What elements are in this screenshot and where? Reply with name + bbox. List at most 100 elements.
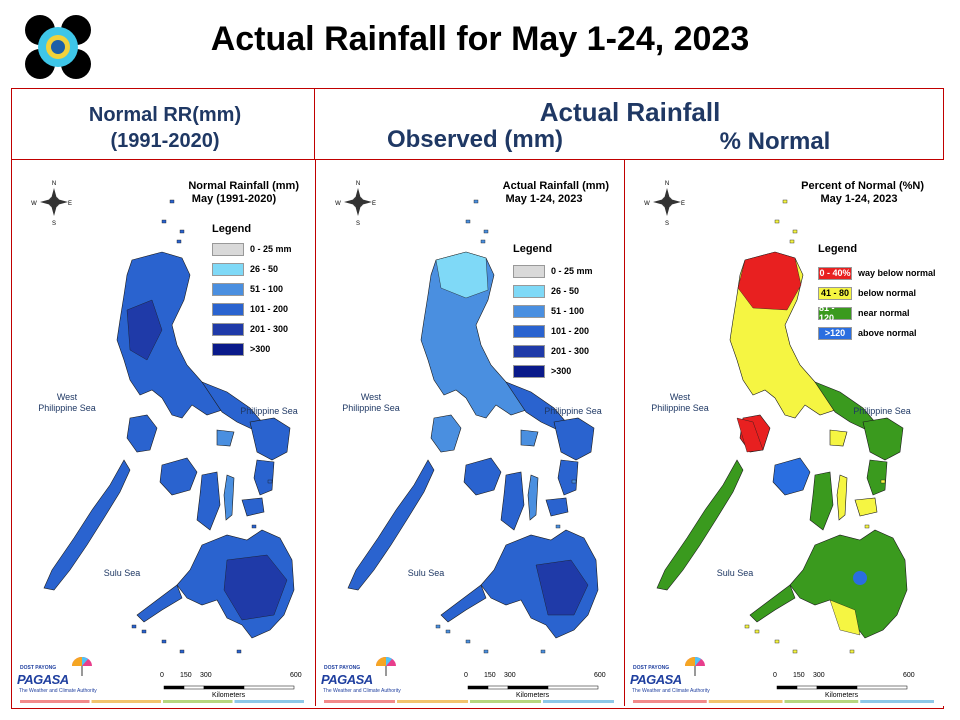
compass-label-s: S xyxy=(356,221,360,227)
compass-label-s: S xyxy=(665,221,669,227)
map-region-zamboanga xyxy=(749,584,796,623)
umbrella-icon xyxy=(72,657,92,676)
map-region-above-mindanao xyxy=(853,571,867,585)
compass-label-w: W xyxy=(644,201,650,207)
map-region-negros xyxy=(196,471,221,531)
map-islet xyxy=(251,524,257,529)
scale-tick: 0 xyxy=(773,672,777,679)
legend-label: 101 - 200 xyxy=(551,326,590,336)
sea-label-east: Philippine Sea xyxy=(544,406,602,416)
decor-strip xyxy=(324,700,395,703)
map-region-dry-north xyxy=(435,251,489,299)
decor-strip xyxy=(163,700,233,703)
legend-row: >300 xyxy=(513,364,571,378)
compass-label-e: E xyxy=(681,201,685,207)
philippines-map: N S E W xyxy=(324,181,614,703)
map-islet xyxy=(169,199,175,204)
decor-strip xyxy=(860,700,934,703)
map-islet xyxy=(435,624,441,629)
compass-label-w: W xyxy=(335,201,341,207)
sea-label-east: Philippine Sea xyxy=(240,406,298,416)
map-title: Percent of Normal (%N) May 1-24, 2023 xyxy=(764,180,924,206)
scale-bar xyxy=(163,685,295,690)
map-region-heavy-north xyxy=(126,299,163,361)
map-region-masbate xyxy=(520,429,539,447)
pagasa-tagline: The Weather and Climate Authority xyxy=(323,688,401,694)
map-region-below-south xyxy=(829,599,861,636)
map-islet xyxy=(789,239,795,244)
scale-tick: 600 xyxy=(903,672,915,679)
pagasa-logo: PAGASA xyxy=(630,672,682,687)
sea-label-west: West Philippine Sea xyxy=(38,392,96,413)
scale-unit: Kilometers xyxy=(212,692,246,699)
compass-label-n: N xyxy=(665,181,669,187)
legend-row: 81 - 120 near normal xyxy=(818,303,910,323)
map-region-cebu xyxy=(836,474,848,521)
map-region-mindoro xyxy=(430,414,462,453)
legend-row: >300 xyxy=(212,342,270,356)
map-region-leyte xyxy=(557,459,579,496)
scale-tick: 0 xyxy=(160,672,164,679)
decor-strip xyxy=(784,700,859,703)
legend-label: 101 - 200 xyxy=(250,304,289,314)
legend-label: 0 - 25 mm xyxy=(250,244,292,254)
map-region-samar xyxy=(249,417,291,461)
legend-label: 26 - 50 xyxy=(551,286,580,296)
map-region-masbate xyxy=(216,429,235,447)
scale-tick: 300 xyxy=(813,672,825,679)
map-region-panay xyxy=(772,457,811,496)
map-islet xyxy=(141,629,147,634)
legend-label: near normal xyxy=(858,308,910,318)
legend-swatch xyxy=(212,302,244,316)
legend-swatch xyxy=(513,344,545,358)
scale-tick: 150 xyxy=(484,672,496,679)
compass-label-s: S xyxy=(52,221,56,227)
sea-label-west: West Philippine Sea xyxy=(651,392,709,413)
compass-label-e: E xyxy=(372,201,376,207)
map-title-line1: Percent of Normal (%N) xyxy=(801,180,924,192)
decor-strip xyxy=(543,700,614,703)
compass-label-e: E xyxy=(68,201,72,207)
legend-swatch xyxy=(212,342,244,356)
pagasa-tagline: The Weather and Climate Authority xyxy=(19,688,97,694)
compass-rose-icon: N S E W xyxy=(644,181,685,227)
actual-rainfall-map-panel: N S E W 0 150 300 600 Kilometers Actual Rainfall … xyxy=(315,160,624,706)
map-title-line1: Normal Rainfall (mm) xyxy=(188,180,299,192)
compass-rose-icon: N S E W xyxy=(335,181,376,227)
sea-label-sulu: Sulu Sea xyxy=(103,568,141,578)
map-islet xyxy=(880,479,886,484)
normal-rainfall-map-panel: N S E W 0 150 300 600 Kilometers Normal Rainfall … xyxy=(12,160,314,706)
decor-strip xyxy=(470,700,541,703)
map-islet xyxy=(483,229,489,234)
map-region-samar xyxy=(553,417,595,461)
normal-rr-heading: Normal RR(mm) xyxy=(88,104,242,126)
scale-tick: 600 xyxy=(594,672,606,679)
map-region-bohol xyxy=(854,497,878,517)
map-region-cebu xyxy=(527,474,539,521)
map-islet xyxy=(480,239,486,244)
map-region-bohol xyxy=(241,497,265,517)
map-islet xyxy=(445,629,451,634)
pagasa-prefix: DOST PAYONG xyxy=(324,665,361,671)
map-region-panay xyxy=(463,457,502,496)
legend-swatch: >120 xyxy=(818,326,852,340)
legend-row: 26 - 50 xyxy=(212,262,278,276)
map-region-palawan xyxy=(43,459,131,591)
legend-swatch xyxy=(212,282,244,296)
legend-row: 101 - 200 xyxy=(212,302,288,316)
pagasa-logo: PAGASA xyxy=(321,672,373,687)
map-region-palawan xyxy=(656,459,744,591)
map-islet xyxy=(236,649,242,654)
map-region-masbate xyxy=(829,429,848,447)
scale-tick: 600 xyxy=(290,672,302,679)
scale-unit: Kilometers xyxy=(516,692,550,699)
legend-label: 51 - 100 xyxy=(551,306,585,316)
compass-label-w: W xyxy=(31,201,37,207)
map-islet xyxy=(483,649,489,654)
map-islet xyxy=(774,639,780,644)
decor-strip xyxy=(633,700,707,703)
scale-tick: 300 xyxy=(504,672,516,679)
legend-label: way below normal xyxy=(858,268,936,278)
legend-label: below normal xyxy=(858,288,917,298)
map-islet xyxy=(179,649,185,654)
